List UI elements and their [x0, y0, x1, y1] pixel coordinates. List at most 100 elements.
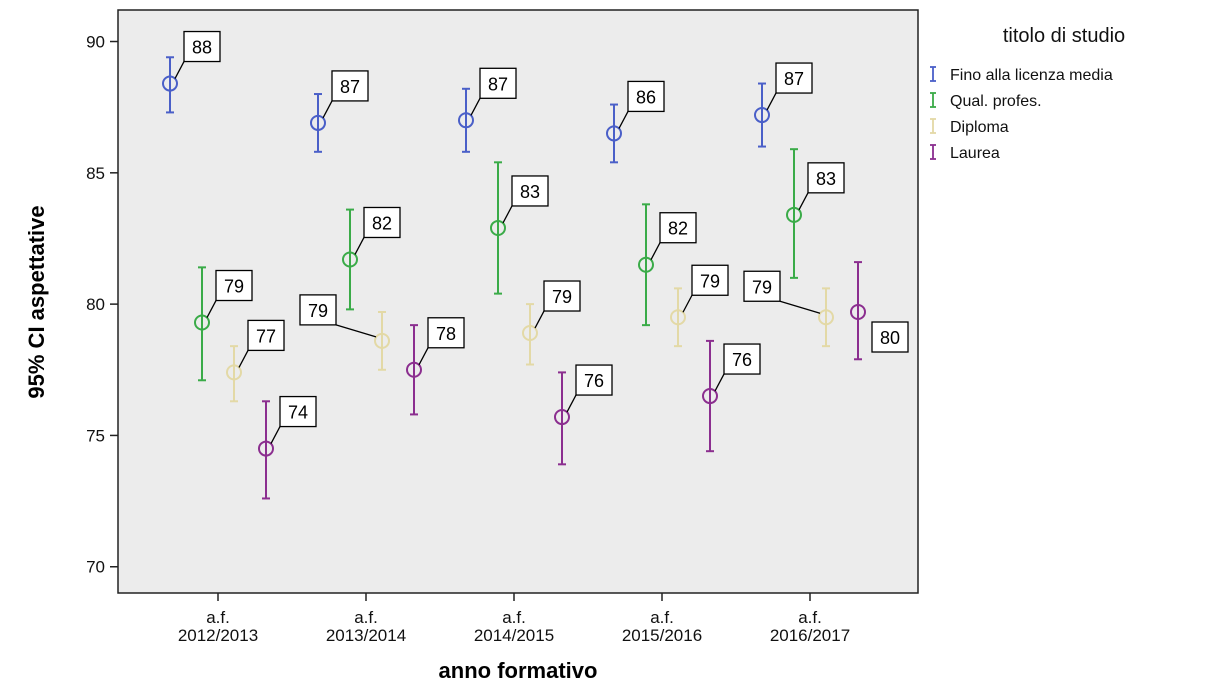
x-tick-label: a.f. 2013/2014 — [326, 608, 406, 645]
data-label-text: 79 — [552, 287, 572, 307]
data-label-leader — [798, 192, 809, 211]
data-label-0-0: 88 — [174, 30, 221, 79]
data-label-1-3: 82 — [650, 212, 697, 261]
legend-title: titolo di studio — [1003, 25, 1125, 47]
data-label-0-1: 87 — [322, 70, 369, 119]
data-label-text: 77 — [256, 326, 276, 346]
data-label-leader — [354, 237, 365, 255]
legend-label: Diploma — [950, 119, 1009, 136]
data-label-box — [215, 269, 253, 302]
data-label-text: 83 — [520, 182, 540, 202]
data-label-box — [427, 317, 465, 349]
data-label-2-2: 79 — [534, 280, 581, 329]
data-label-box — [299, 294, 337, 326]
data-label-box — [807, 162, 845, 194]
data-label-text: 80 — [880, 328, 900, 348]
mean-point — [258, 440, 274, 457]
error-bar-0-2 — [458, 87, 474, 153]
data-label-text: 87 — [340, 77, 360, 97]
legend-item-1: Qual. profes. — [930, 92, 1042, 110]
error-bar-3-4 — [850, 261, 866, 361]
data-label-text: 82 — [668, 219, 688, 239]
legend-label: Qual. profes. — [950, 93, 1042, 110]
data-label-box — [331, 70, 369, 102]
data-label-leader — [650, 242, 661, 261]
data-label-1-1: 82 — [354, 206, 401, 255]
x-tick-label: a.f. 2014/2015 — [474, 608, 554, 645]
mean-point — [522, 325, 538, 342]
error-bar-1-2 — [490, 161, 506, 295]
data-label-leader — [335, 324, 377, 338]
data-label-0-3: 86 — [618, 80, 665, 129]
x-axis-title: anno formativo — [439, 658, 598, 683]
data-label-box — [871, 321, 909, 353]
error-bar-3-3 — [702, 339, 718, 453]
error-bar-0-3 — [606, 103, 622, 164]
data-label-text: 82 — [372, 213, 392, 233]
mean-point — [310, 114, 326, 131]
data-label-1-0: 79 — [206, 269, 253, 318]
data-label-box — [775, 62, 813, 94]
error-bar-1-3 — [638, 203, 654, 327]
mean-point — [194, 314, 210, 331]
data-label-leader — [779, 300, 821, 314]
x-tick-label: a.f. 2015/2016 — [622, 608, 702, 645]
data-label-leader — [682, 294, 693, 313]
mean-point — [818, 309, 834, 326]
data-label-3-3: 76 — [714, 343, 761, 392]
error-bar-1-0 — [194, 266, 210, 382]
data-label-leader — [418, 347, 429, 366]
data-label-text: 79 — [308, 301, 328, 321]
data-label-box — [247, 319, 285, 352]
data-label-text: 83 — [816, 169, 836, 189]
data-label-3-4: 80 — [871, 321, 909, 353]
mean-point — [606, 125, 622, 142]
data-label-box — [363, 206, 401, 239]
x-tick-label: a.f. 2016/2017 — [770, 608, 850, 645]
legend-label: Laurea — [950, 145, 1000, 162]
data-label-box — [479, 67, 517, 99]
data-label-2-4: 79 — [743, 270, 821, 314]
y-tick-label: 80 — [86, 295, 105, 314]
error-bar-1-1 — [342, 208, 358, 311]
mean-point — [458, 112, 474, 129]
data-label-box — [279, 395, 317, 428]
data-label-text: 87 — [784, 69, 804, 89]
y-tick-label: 75 — [86, 426, 105, 445]
mean-point — [850, 304, 866, 321]
mean-point — [406, 361, 422, 378]
mean-point — [490, 219, 506, 236]
data-label-text: 87 — [488, 74, 508, 94]
data-label-text: 88 — [192, 38, 212, 58]
y-tick-label: 70 — [86, 558, 105, 577]
data-label-text: 79 — [700, 271, 720, 291]
error-bar-0-4 — [754, 82, 770, 148]
data-label-2-3: 79 — [682, 264, 729, 313]
mean-point — [702, 388, 718, 405]
data-label-2-0: 77 — [238, 319, 285, 368]
data-label-leader — [238, 350, 249, 368]
mean-point — [374, 332, 390, 349]
error-bar-2-2 — [522, 303, 538, 366]
mean-point — [786, 206, 802, 223]
mean-point — [754, 107, 770, 124]
data-label-text: 74 — [288, 403, 308, 423]
error-bar-3-0 — [258, 400, 274, 500]
error-bar-2-1 — [374, 311, 390, 371]
data-label-leader — [534, 310, 545, 329]
error-bar-0-1 — [310, 93, 326, 153]
data-label-2-1: 79 — [299, 294, 377, 338]
data-label-box — [723, 343, 761, 375]
data-label-text: 79 — [752, 277, 772, 297]
data-label-box — [543, 280, 581, 312]
data-label-0-4: 87 — [766, 62, 813, 111]
legend-item-2: Diploma — [930, 118, 1009, 136]
y-tick-label: 85 — [86, 164, 105, 183]
data-label-box — [183, 30, 221, 63]
mean-point — [670, 309, 686, 326]
error-bar-0-0 — [162, 56, 178, 114]
data-label-box — [627, 80, 665, 113]
mean-point — [162, 75, 178, 92]
mean-point — [226, 364, 242, 381]
legend-item-0: Fino alla licenza media — [930, 66, 1113, 84]
